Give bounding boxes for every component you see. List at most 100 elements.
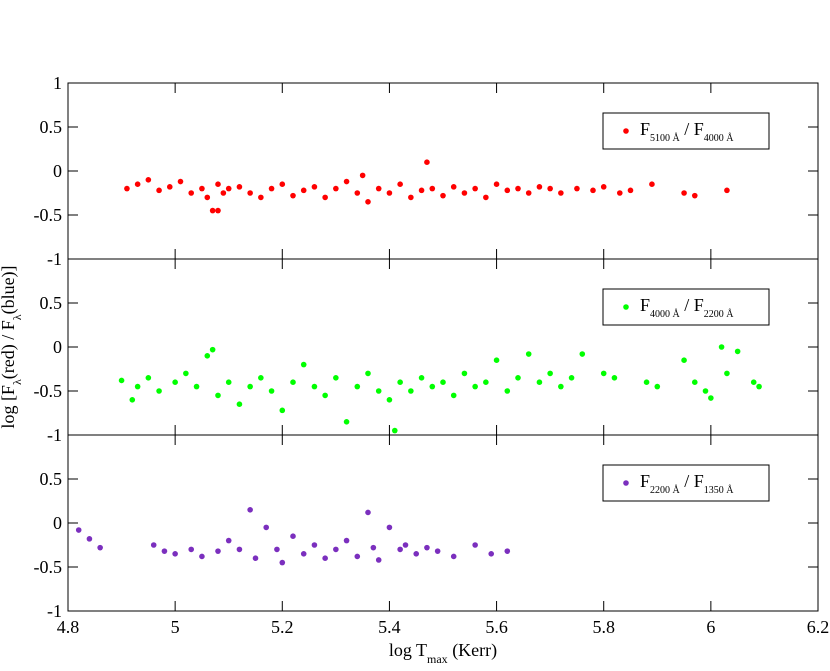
label-part: λ <box>10 314 24 320</box>
data-point <box>691 379 698 386</box>
data-point <box>300 361 307 368</box>
data-point <box>461 370 468 377</box>
x-tick-label: 5 <box>171 617 180 637</box>
x-tick-label: 4.8 <box>57 617 80 637</box>
data-point <box>343 178 350 185</box>
data-point <box>525 351 532 357</box>
data-point <box>290 379 296 386</box>
legend-box <box>602 112 770 150</box>
label-part: λ <box>10 379 24 385</box>
data-point <box>247 383 253 390</box>
y-axis-label: log [Fλ(red) / Fλ(blue)] <box>0 265 24 428</box>
data-point <box>424 544 430 551</box>
data-point <box>375 185 382 192</box>
data-point <box>397 181 403 187</box>
data-point <box>370 544 377 551</box>
data-point <box>156 388 162 394</box>
data-point <box>209 346 216 353</box>
data-point <box>215 548 221 554</box>
y-tick-label: 0 <box>53 161 62 181</box>
data-point <box>124 185 130 192</box>
label-part: max <box>427 652 448 666</box>
data-point <box>472 185 478 192</box>
data-point <box>461 190 468 196</box>
data-point <box>166 184 173 190</box>
legend-label: F5100 Å / F4000 Å <box>640 119 734 144</box>
data-point <box>708 395 714 401</box>
label-part: (Kerr) <box>448 640 497 661</box>
x-axis-label: log Tmax (Kerr) <box>389 640 497 666</box>
data-point <box>386 190 393 196</box>
data-point <box>750 379 757 386</box>
label-part: 4000 Å <box>704 132 735 144</box>
data-point <box>354 383 361 390</box>
data-point <box>756 383 762 390</box>
y-tick-label: -1 <box>47 425 62 445</box>
data-point <box>734 348 741 355</box>
label-part: log T <box>389 640 427 660</box>
data-point <box>440 192 446 199</box>
data-point <box>600 370 607 377</box>
data-point <box>418 187 425 194</box>
x-tick-label: 5.6 <box>485 617 508 637</box>
data-point <box>375 388 382 394</box>
label-part: F <box>640 471 650 491</box>
data-point <box>156 187 162 194</box>
legend-label: F2200 Å / F1350 Å <box>640 471 734 496</box>
y-tick-label: 0.5 <box>40 469 63 489</box>
data-point <box>440 379 446 386</box>
data-point <box>150 542 157 548</box>
label-part: 4000 Å <box>650 308 681 320</box>
data-point <box>568 375 575 381</box>
data-point <box>311 184 318 190</box>
data-point <box>616 190 623 196</box>
data-point <box>263 524 270 531</box>
legend-marker <box>623 128 629 134</box>
data-point <box>177 178 184 185</box>
data-point <box>247 190 253 196</box>
data-point <box>386 524 393 531</box>
y-tick-label: -0.5 <box>34 381 63 401</box>
legend-box <box>602 464 770 502</box>
data-point <box>483 194 489 201</box>
data-point <box>536 184 543 190</box>
data-point <box>322 194 328 201</box>
data-point <box>718 344 725 350</box>
label-part: 1350 Å <box>704 484 735 496</box>
legend-marker <box>623 480 629 486</box>
plot-frame <box>67 82 819 260</box>
data-point <box>408 388 414 394</box>
label-part: 2200 Å <box>704 308 735 320</box>
data-point <box>204 353 211 359</box>
data-point <box>161 548 168 554</box>
data-point <box>649 181 655 187</box>
data-point <box>225 185 232 192</box>
data-point <box>188 546 195 553</box>
y-tick-label: 0.5 <box>40 117 63 137</box>
data-point <box>429 185 436 192</box>
data-point <box>204 194 211 201</box>
data-point <box>145 177 152 183</box>
data-point <box>290 192 296 199</box>
data-point <box>724 370 730 377</box>
label-part: (red) / F <box>0 320 19 379</box>
data-point <box>574 185 580 192</box>
x-tick-label: 5.2 <box>271 617 294 637</box>
data-point <box>268 388 275 394</box>
data-point <box>199 553 205 560</box>
x-tick-label: 6.2 <box>807 617 830 637</box>
data-point <box>322 392 328 399</box>
data-point <box>359 172 366 179</box>
data-point <box>322 555 328 561</box>
data-point <box>300 187 307 194</box>
data-point <box>611 375 618 381</box>
data-point <box>145 375 152 381</box>
data-point <box>86 536 93 542</box>
label-part: log [F <box>0 385 18 429</box>
data-point <box>134 181 141 187</box>
data-point <box>724 187 730 194</box>
y-tick-label: 0.5 <box>40 293 63 313</box>
x-tick-label: 6 <box>706 617 715 637</box>
data-point <box>118 377 125 384</box>
